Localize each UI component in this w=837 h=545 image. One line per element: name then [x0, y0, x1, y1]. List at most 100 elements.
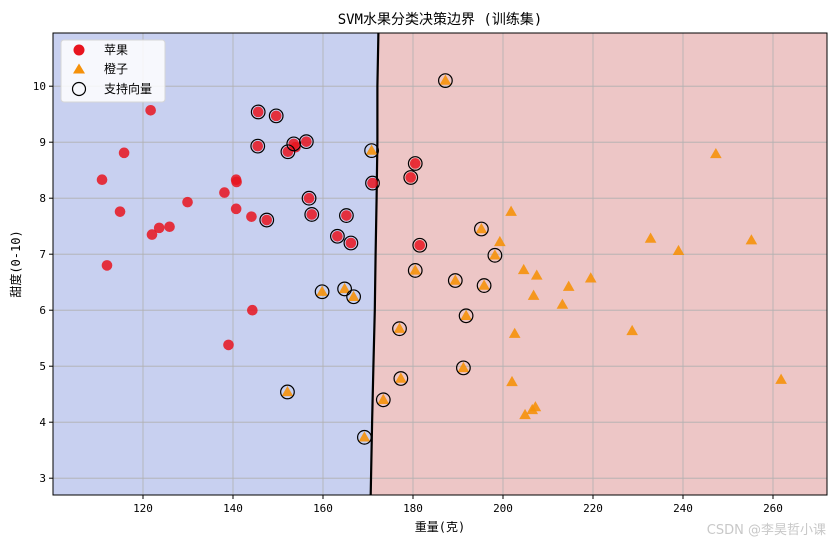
apple-point: [231, 176, 242, 188]
apple-point: [282, 146, 294, 158]
apple-point: [223, 339, 234, 351]
support-vector-ring: [393, 371, 409, 386]
apple-point: [230, 203, 242, 215]
orange-point: [358, 431, 371, 442]
apple-point: [414, 239, 426, 251]
apple-point: [290, 141, 301, 153]
orange-point: [775, 373, 787, 384]
watermark: CSDN @李昊哲小课: [707, 523, 826, 538]
apple-point: [270, 110, 282, 122]
apple-point: [219, 187, 230, 198]
x-tick-label: 220: [583, 502, 603, 515]
legend-orange-label: 橙子: [104, 61, 128, 76]
x-tick-label: 180: [403, 502, 423, 515]
x-tick-label: 160: [313, 502, 333, 515]
chart-title: SVM水果分类决策边界 (训练集): [338, 11, 543, 28]
y-tick-label: 9: [39, 136, 46, 149]
apple-point: [118, 147, 130, 159]
grid-lines: [53, 33, 827, 495]
orange-point: [745, 234, 758, 245]
support-vector-ring: [403, 170, 419, 185]
orange-point: [457, 361, 470, 373]
orange-point: [556, 298, 569, 309]
apple-point: [332, 230, 343, 242]
apple-point: [96, 174, 108, 186]
orange-point: [377, 393, 390, 404]
apple-point: [252, 106, 264, 118]
legend-orange-marker: [73, 63, 85, 74]
orange-point: [672, 244, 685, 256]
apple-point: [247, 304, 258, 316]
orange-decision-region: [370, 33, 827, 495]
legend-support-vector-label: 支持向量: [104, 81, 152, 96]
apple-point: [153, 222, 165, 234]
x-tick-label: 120: [133, 502, 153, 515]
apple-point: [146, 229, 158, 240]
apple-point: [409, 158, 421, 169]
y-tick-label: 3: [39, 472, 46, 485]
x-tick-label: 200: [493, 502, 513, 515]
orange-point: [517, 263, 530, 275]
support-vector-ring: [304, 207, 320, 222]
orange-point: [460, 309, 472, 320]
apple-point: [164, 221, 175, 233]
support-vector-ring: [259, 212, 275, 228]
orange-points: [281, 74, 787, 442]
orange-point: [347, 290, 360, 301]
y-tick-label: 4: [39, 416, 46, 429]
support-vector-ring: [476, 278, 492, 293]
orange-point: [316, 285, 328, 296]
orange-point: [505, 205, 517, 216]
support-vector-ring: [407, 263, 423, 278]
support-vector-ring: [364, 143, 380, 159]
legend-support-vector-marker: [71, 81, 87, 97]
orange-point: [409, 264, 422, 275]
orange-point: [281, 385, 294, 397]
support-vector-ring: [339, 208, 354, 223]
support-vector-ring: [447, 273, 463, 288]
apple-point: [341, 210, 352, 221]
support-vector-ring: [314, 284, 330, 300]
orange-point: [439, 74, 452, 85]
support-vector-ring: [280, 384, 295, 400]
support-vector-ring: [250, 138, 266, 154]
apple-point: [182, 196, 193, 208]
support-vector-ring: [487, 247, 503, 263]
apple-point: [246, 211, 257, 222]
apple-point: [405, 172, 417, 183]
orange-point: [519, 408, 531, 420]
support-vector-ring: [474, 221, 489, 237]
support-vector-ring: [250, 104, 266, 120]
support-vector-ring: [392, 321, 407, 337]
orange-point: [508, 327, 521, 338]
orange-point: [449, 274, 462, 285]
x-tick-label: 140: [223, 502, 243, 515]
legend: 苹果 橙子 支持向量: [60, 39, 166, 103]
apple-point: [367, 177, 378, 189]
orange-point: [530, 269, 543, 280]
plot-frame: [52, 32, 828, 496]
support-vector-ring: [438, 73, 453, 88]
support-vector-ring: [343, 235, 359, 251]
orange-point: [644, 232, 657, 243]
support-vector-ring: [337, 281, 353, 297]
plot-area: [52, 32, 828, 496]
apple-point: [345, 237, 357, 249]
apple-point: [101, 260, 113, 271]
x-tick-label: 260: [763, 502, 783, 515]
y-tick-label: 8: [39, 192, 46, 205]
support-vector-ring: [458, 308, 474, 324]
orange-point: [529, 401, 542, 412]
orange-point: [710, 147, 722, 159]
apple-point: [252, 140, 264, 152]
support-vector-ring: [456, 360, 471, 376]
support-vector-ring: [280, 144, 296, 160]
orange-point: [562, 280, 575, 291]
y-tick-label: 6: [39, 304, 46, 317]
y-axis-ticks: 3 4 5 6 7 8 9 10: [33, 80, 53, 485]
orange-point: [494, 235, 506, 247]
orange-point: [478, 279, 490, 290]
orange-point: [489, 249, 501, 260]
orange-point: [626, 324, 638, 336]
